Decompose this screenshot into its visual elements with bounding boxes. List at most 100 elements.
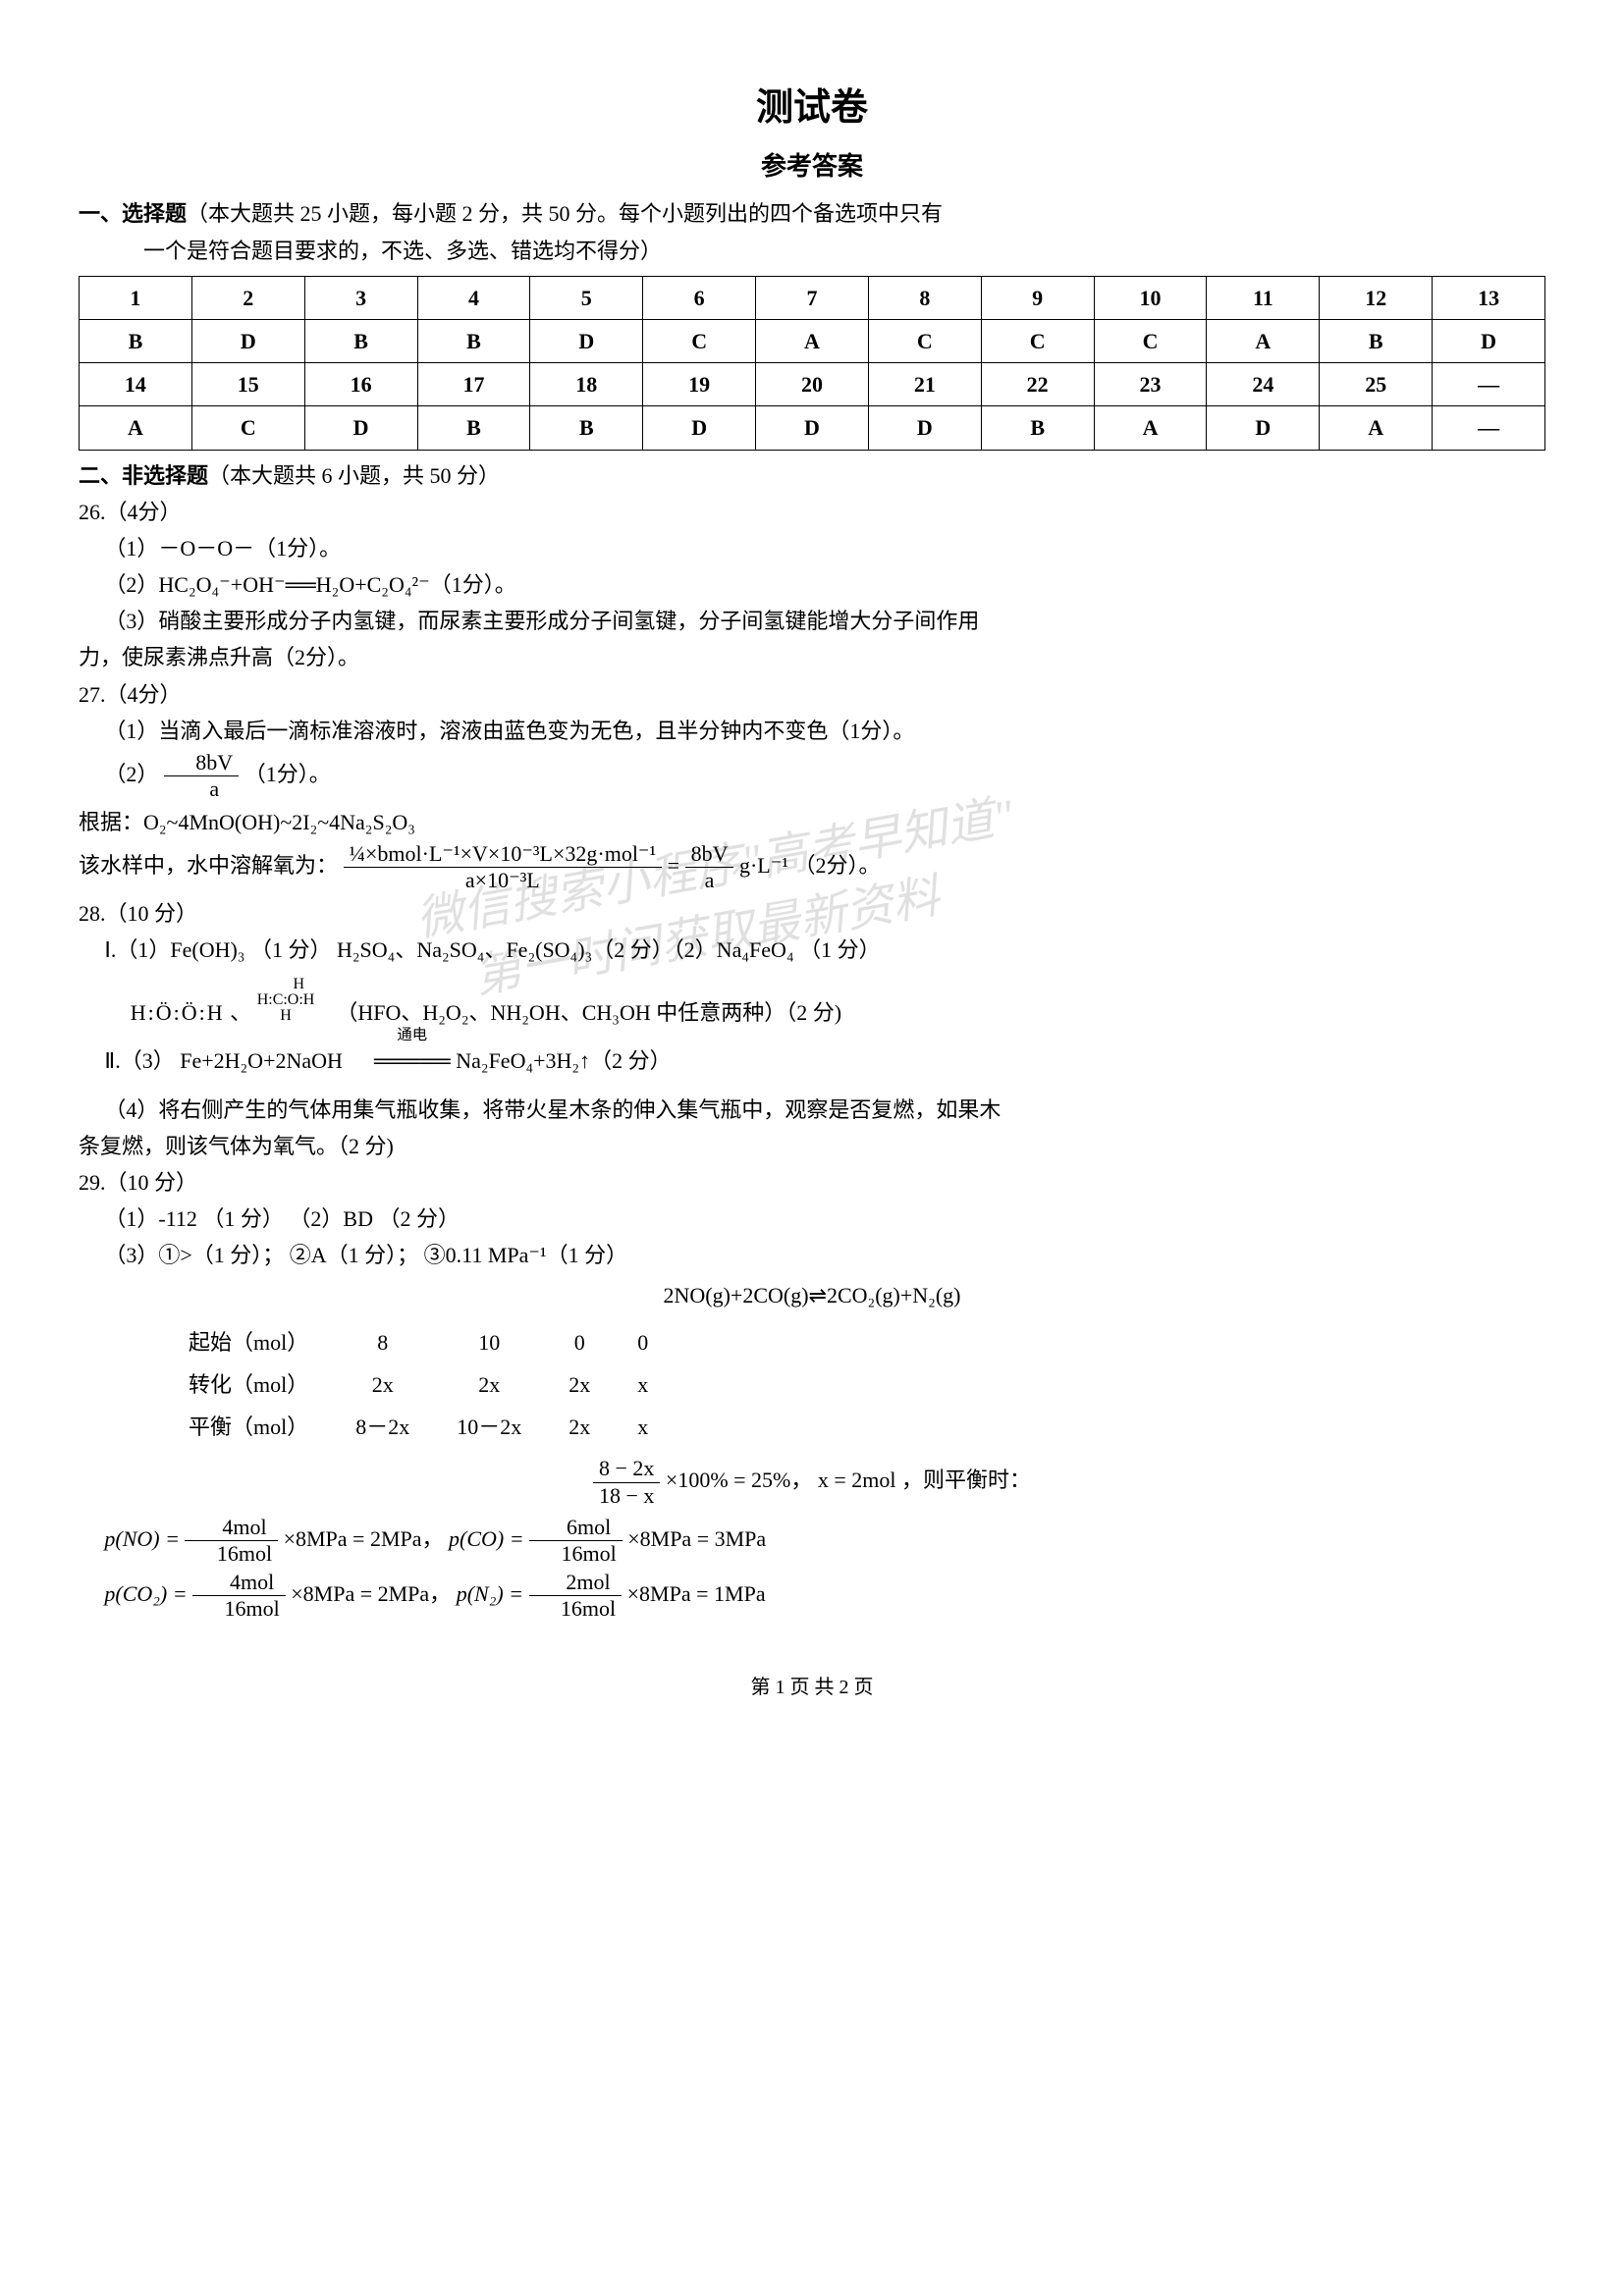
frac-num: 8bV	[685, 841, 734, 868]
table-cell: A	[80, 406, 192, 450]
table-cell: 13	[1433, 276, 1545, 319]
q28-l3: Ⅱ.（3） Fe+2H₂O+2NaOH ═════ Na₂FeO₄+3H₂↑（2…	[79, 1043, 1545, 1078]
table-cell: D	[530, 319, 643, 362]
q27-l2-prefix: （2）	[104, 762, 158, 786]
row-label: 起始（mol）	[165, 1321, 332, 1363]
section2-desc: （本大题共 6 小题，共 50 分）	[208, 463, 500, 488]
page-footer: 第 1 页 共 2 页	[79, 1672, 1545, 1703]
table-cell: B	[981, 406, 1094, 450]
table-cell: 8	[332, 1321, 433, 1363]
table-cell: 21	[868, 363, 981, 406]
table-cell: 4	[417, 276, 530, 319]
table-cell: B	[530, 406, 643, 450]
table-row: 14 15 16 17 18 19 20 21 22 23 24 25 —	[80, 363, 1545, 406]
table-cell: 15	[191, 363, 304, 406]
table-cell: 8	[868, 276, 981, 319]
lewis-compound: HH:C:O:HH	[257, 977, 315, 1024]
q29-calc-rest: ×100% = 25%， x = 2mol ，则平衡时：	[666, 1468, 1031, 1492]
q27-l4-suffix: （2分）。	[793, 853, 880, 878]
q29-calc: 8 − 2x 18 − x ×100% = 25%， x = 2mol ，则平衡…	[79, 1456, 1545, 1509]
q27-l2: （2） 8bV a （1分）。	[79, 750, 1545, 803]
table-cell: C	[191, 406, 304, 450]
q26-l3: （3）硝酸主要形成分子内氢键，而尿素主要形成分子间氢键，分子间氢键能增大分子间作…	[79, 604, 1545, 638]
q26-l2: （2）HC₂O₄⁻+OH⁻══H₂O+C₂O₄²⁻（1分）。	[79, 567, 1545, 602]
table-cell: D	[1433, 319, 1545, 362]
table-row: 1 2 3 4 5 6 7 8 9 10 11 12 13	[80, 276, 1545, 319]
table-cell: 5	[530, 276, 643, 319]
q27-l4-prefix: 该水样中，水中溶解氧为：	[79, 853, 338, 878]
frac-num: ¼×bmol·L⁻¹×V×10⁻³L×32g·mol⁻¹	[344, 841, 663, 868]
table-cell: B	[417, 319, 530, 362]
table-cell: x	[614, 1363, 672, 1406]
q29-l2: （3）①>（1 分）； ②A（1 分）； ③0.11 MPa⁻¹（1 分）	[79, 1238, 1545, 1272]
section1-desc2: 一个是符合题目要求的，不选、多选、错选均不得分）	[79, 234, 1545, 268]
table-cell: 7	[756, 276, 869, 319]
table-row: B D B B D C A C C C A B D	[80, 319, 1545, 362]
frac-den: a	[164, 776, 239, 802]
section1-heading: 一、选择题	[79, 201, 187, 226]
ice-table: 起始（mol） 8 10 0 0 转化（mol） 2x 2x 2x x 平衡（m…	[165, 1321, 672, 1449]
lewis-sep: 、	[230, 1000, 251, 1025]
table-cell: A	[1320, 406, 1433, 450]
frac-den: 16mol	[192, 1596, 286, 1622]
table-cell: 2x	[545, 1363, 614, 1406]
q28-l4: （4）将右侧产生的气体用集气瓶收集，将带火星木条的伸入集气瓶中，观察是否复燃，如…	[79, 1093, 1545, 1127]
p-CO-rest: ×8MPa = 3MPa	[627, 1526, 766, 1551]
q28-l3-lhs: Ⅱ.（3） Fe+2H₂O+2NaOH	[104, 1048, 343, 1073]
row-label: 转化（mol）	[165, 1363, 332, 1406]
table-cell: x	[614, 1406, 672, 1448]
q29-l1: （1）-112 （1 分） （2）BD （2 分）	[79, 1201, 1545, 1236]
table-cell: 1	[80, 276, 192, 319]
q27-l4: 该水样中，水中溶解氧为： ¼×bmol·L⁻¹×V×10⁻³L×32g·mol⁻…	[79, 841, 1545, 894]
p-CO-frac: 6mol 16mol	[529, 1515, 623, 1568]
table-cell: C	[981, 319, 1094, 362]
p-CO-label: p(CO) =	[449, 1526, 524, 1551]
p-CO2-label: p(CO₂) =	[104, 1581, 187, 1606]
table-cell: 2x	[433, 1363, 545, 1406]
table-cell: 9	[981, 276, 1094, 319]
unit: g·L⁻¹	[739, 853, 788, 878]
q27-l3: 根据：O₂~4MnO(OH)~2I₂~4Na₂S₂O₃	[79, 805, 1545, 839]
table-cell: 14	[80, 363, 192, 406]
table-row: 平衡（mol） 8－2x 10－2x 2x x	[165, 1406, 672, 1448]
table-cell: 10	[433, 1321, 545, 1363]
table-cell: B	[417, 406, 530, 450]
q26-l1: （1）－O－O－（1分）。	[79, 531, 1545, 565]
q27-bigfrac: ¼×bmol·L⁻¹×V×10⁻³L×32g·mol⁻¹ a×10⁻³L	[344, 841, 663, 894]
table-cell: A	[756, 319, 869, 362]
frac-num: 8bV	[164, 750, 239, 776]
p-N2-rest: ×8MPa = 1MPa	[627, 1581, 766, 1606]
q29-p-line1: p(NO) = 4mol 16mol ×8MPa = 2MPa， p(CO) =…	[79, 1515, 1545, 1568]
table-cell: 10	[1094, 276, 1207, 319]
table-cell: 22	[981, 363, 1094, 406]
table-cell: —	[1433, 406, 1545, 450]
q28-l3-rhs: Na₂FeO₄+3H₂↑（2 分）	[456, 1048, 671, 1073]
table-cell: 20	[756, 363, 869, 406]
p-NO-label: p(NO) =	[104, 1526, 180, 1551]
eq-sign: =	[668, 853, 679, 878]
q26-num: 26.（4分）	[79, 495, 1545, 529]
q27-frac: 8bV a	[164, 750, 239, 803]
q29-p-line2: p(CO₂) = 4mol 16mol ×8MPa = 2MPa， p(N₂) …	[79, 1570, 1545, 1623]
table-cell: 17	[417, 363, 530, 406]
p-CO2-frac: 4mol 16mol	[192, 1570, 286, 1623]
q27-l2-suffix: （1分）。	[244, 762, 331, 786]
frac-num: 4mol	[185, 1515, 278, 1541]
frac-num: 8 − 2x	[593, 1456, 660, 1482]
table-cell: D	[756, 406, 869, 450]
frac-den: 16mol	[529, 1541, 623, 1567]
table-cell: D	[1207, 406, 1320, 450]
p-N2-label: p(N₂) =	[457, 1581, 523, 1606]
page-subtitle: 参考答案	[79, 146, 1545, 187]
table-cell: 16	[304, 363, 417, 406]
frac-num: 6mol	[529, 1515, 623, 1541]
table-cell: B	[80, 319, 192, 362]
table-row: A C D B B D D D B A D A —	[80, 406, 1545, 450]
electrolysis-arrow: ═════	[348, 1043, 450, 1078]
table-row: 起始（mol） 8 10 0 0	[165, 1321, 672, 1363]
frac-den: 16mol	[185, 1541, 278, 1567]
lewis-h2o2: H:Ö:Ö:H	[104, 995, 224, 1030]
table-cell: 8－2x	[332, 1406, 433, 1448]
table-cell: 11	[1207, 276, 1320, 319]
table-cell: 3	[304, 276, 417, 319]
